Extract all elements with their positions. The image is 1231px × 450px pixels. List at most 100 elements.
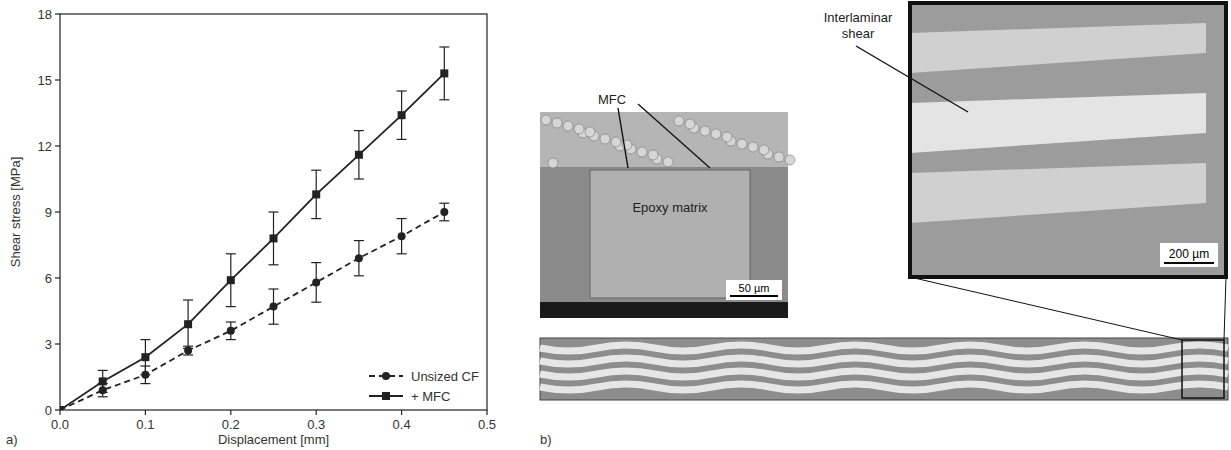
annotation: MFC	[598, 92, 626, 107]
micrograph-texture	[548, 158, 558, 168]
error-bar-cap	[140, 383, 150, 384]
error-bar	[269, 289, 279, 324]
error-bar	[98, 370, 108, 392]
marker	[99, 377, 107, 385]
y-tick	[55, 145, 60, 146]
y-tick-label: 9	[45, 205, 52, 220]
error-bar-cap	[226, 306, 236, 307]
micrograph-texture	[759, 145, 769, 155]
error-bar	[226, 322, 236, 340]
micrograph-texture	[700, 126, 710, 136]
micrograph-texture	[663, 157, 673, 167]
micrograph	[540, 338, 1228, 400]
annotation: Interlaminarshear	[824, 10, 893, 41]
x-tick	[486, 410, 487, 415]
epoxy-block	[590, 170, 750, 298]
arrow	[618, 108, 628, 168]
error-bar-cap	[311, 262, 321, 263]
error-bar-cap	[354, 240, 364, 241]
marker	[382, 372, 390, 380]
zoom-line	[910, 277, 1182, 340]
micrograph-texture	[774, 152, 784, 162]
panel-label: b)	[540, 432, 552, 447]
error-bar-cap	[183, 348, 193, 349]
annotation-line: Interlaminar	[824, 10, 893, 25]
micrograph	[910, 3, 1226, 277]
x-tick-label: 0.3	[307, 417, 325, 432]
marker	[270, 234, 278, 242]
micrograph-fibres	[540, 112, 788, 167]
x-tick-label: 0.4	[393, 417, 411, 432]
x-axis-title: Displacement [mm]	[218, 432, 329, 447]
panel-label: a)	[6, 432, 18, 447]
micrograph-texture	[648, 150, 658, 160]
marker	[60, 406, 64, 410]
ply	[910, 93, 1206, 153]
x-tick-label: 0.0	[51, 417, 69, 432]
error-bar	[311, 170, 321, 218]
error-bar-cap	[140, 374, 150, 375]
ply	[910, 23, 1206, 73]
micrograph-texture	[585, 127, 595, 137]
micrograph-texture	[600, 134, 610, 144]
error-bar	[354, 131, 364, 179]
error-bar-cap	[226, 253, 236, 254]
micrograph-texture	[737, 139, 747, 149]
marker	[184, 347, 192, 355]
marker	[382, 392, 390, 400]
x-tick	[59, 410, 60, 415]
y-tick-label: 0	[45, 403, 52, 418]
micrograph-texture	[637, 147, 647, 157]
marker	[270, 303, 278, 311]
legend: Unsized CF+ MFC	[369, 369, 479, 404]
marker	[440, 208, 448, 216]
annotation-line: shear	[842, 26, 875, 41]
error-bar-cap	[397, 253, 407, 254]
error-bar-cap	[439, 46, 449, 47]
error-bar-cap	[269, 264, 279, 265]
micrograph-texture	[611, 137, 621, 147]
scale-bar	[730, 295, 778, 297]
x-tick	[401, 410, 402, 415]
series-line	[60, 73, 444, 410]
error-bar-cap	[269, 211, 279, 212]
zoom-line	[1224, 277, 1226, 340]
x-tick	[145, 410, 146, 415]
marker	[398, 232, 406, 240]
error-bar-cap	[397, 139, 407, 140]
error-bar-cap	[269, 324, 279, 325]
error-bar-cap	[397, 90, 407, 91]
error-bar-cap	[269, 288, 279, 289]
error-bar-cap	[354, 178, 364, 179]
y-tick-label: 15	[38, 73, 52, 88]
figure: 0.00.10.20.30.40.50369121518Displacement…	[0, 0, 1231, 450]
error-bar-cap	[98, 370, 108, 371]
y-tick	[55, 409, 60, 410]
micrograph-texture	[552, 118, 562, 128]
marker	[355, 254, 363, 262]
series-line	[60, 212, 444, 410]
micrograph-texture	[711, 129, 721, 139]
y-tick-label: 3	[45, 337, 52, 352]
scale-patch	[726, 280, 782, 300]
micrograph	[540, 112, 788, 318]
data-group	[60, 47, 449, 410]
error-bar	[183, 300, 193, 348]
ply	[540, 358, 1228, 364]
error-bar	[269, 212, 279, 265]
legend-label: Unsized CF	[411, 369, 479, 384]
ply	[540, 345, 1228, 351]
x-tick-label: 0.1	[136, 417, 154, 432]
marker	[227, 327, 235, 335]
scale-patch	[1160, 243, 1218, 267]
error-bar-cap	[140, 339, 150, 340]
error-bar	[354, 241, 364, 276]
scale-label: 50 µm	[739, 282, 770, 294]
error-bar-cap	[183, 299, 193, 300]
error-bar-cap	[98, 396, 108, 397]
x-tick	[316, 410, 317, 415]
micrograph-texture	[574, 124, 584, 134]
error-bar	[439, 47, 449, 100]
micrograph-texture	[563, 121, 573, 131]
annotation: Epoxy matrix	[632, 200, 708, 215]
